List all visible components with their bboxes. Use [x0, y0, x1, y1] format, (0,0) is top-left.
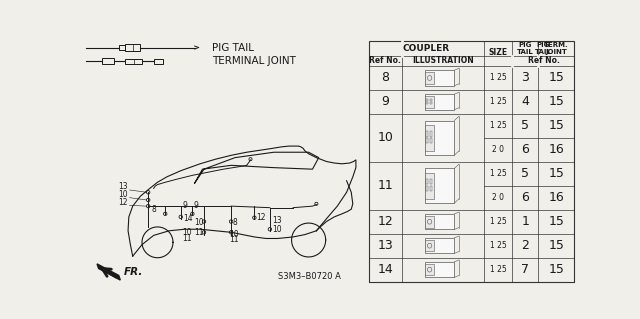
Bar — [425, 125, 434, 151]
Bar — [429, 179, 432, 184]
Text: 15: 15 — [548, 263, 564, 276]
Text: COUPLER: COUPLER — [403, 44, 450, 53]
Text: 10: 10 — [182, 228, 192, 237]
Text: 11: 11 — [182, 234, 192, 243]
Text: 11: 11 — [230, 235, 239, 244]
Text: 2: 2 — [522, 239, 529, 252]
Text: 1: 1 — [522, 215, 529, 228]
Text: 12: 12 — [256, 213, 266, 222]
Text: 14: 14 — [378, 263, 393, 276]
Text: 15: 15 — [548, 71, 564, 85]
Bar — [425, 96, 434, 108]
Text: 9: 9 — [381, 95, 389, 108]
Bar — [425, 94, 454, 110]
Bar — [425, 173, 434, 199]
Text: 7: 7 — [521, 263, 529, 276]
Text: 15: 15 — [548, 215, 564, 228]
Text: SIZE: SIZE — [488, 48, 508, 57]
Text: 3: 3 — [522, 71, 529, 85]
Text: S3M3–B0720 A: S3M3–B0720 A — [278, 272, 340, 281]
Bar — [425, 262, 454, 277]
Text: ILLUSTRATION: ILLUSTRATION — [412, 56, 474, 65]
Text: 4: 4 — [522, 95, 529, 108]
Bar — [425, 72, 434, 84]
Text: PIG
TAIL: PIG TAIL — [535, 42, 552, 55]
Bar — [425, 240, 434, 251]
Text: 15: 15 — [548, 167, 564, 180]
Bar — [429, 102, 432, 104]
Bar — [429, 131, 432, 137]
Text: 1 25: 1 25 — [490, 169, 506, 178]
Bar — [154, 59, 163, 64]
Bar — [426, 102, 428, 104]
Text: TERMINAL JOINT: TERMINAL JOINT — [212, 56, 296, 66]
Bar — [425, 238, 454, 253]
Text: 6: 6 — [522, 191, 529, 204]
Bar — [369, 41, 575, 282]
Bar — [425, 216, 434, 227]
Text: FR.: FR. — [124, 267, 143, 278]
Bar — [426, 138, 428, 143]
Text: 9: 9 — [182, 201, 187, 210]
Bar — [425, 168, 454, 203]
Bar — [426, 99, 428, 101]
Text: 8: 8 — [233, 218, 237, 226]
Text: 15: 15 — [548, 119, 564, 132]
Text: 2 0: 2 0 — [492, 193, 504, 202]
Text: 9: 9 — [194, 201, 199, 210]
Bar — [426, 179, 428, 184]
Bar — [426, 131, 428, 137]
Text: 12: 12 — [118, 197, 128, 207]
Text: 13: 13 — [118, 182, 128, 191]
Bar — [125, 59, 142, 64]
Text: 10: 10 — [272, 225, 282, 234]
Bar — [425, 264, 434, 275]
Text: PIG TAIL: PIG TAIL — [212, 42, 253, 53]
Text: Ref No.: Ref No. — [527, 56, 559, 65]
Bar — [425, 214, 454, 229]
Text: 1 25: 1 25 — [490, 97, 506, 107]
Text: 1 25: 1 25 — [490, 122, 506, 130]
Bar — [429, 186, 432, 191]
Text: 15: 15 — [548, 239, 564, 252]
Text: 10: 10 — [194, 218, 204, 226]
Bar — [125, 44, 140, 51]
Text: 13: 13 — [272, 216, 282, 225]
Text: 11: 11 — [378, 179, 393, 192]
Text: 5: 5 — [521, 119, 529, 132]
Text: 1 25: 1 25 — [490, 73, 506, 83]
Text: 1 25: 1 25 — [490, 217, 506, 226]
Text: 10: 10 — [118, 190, 128, 199]
Text: 12: 12 — [378, 215, 393, 228]
Text: 15: 15 — [548, 95, 564, 108]
Text: 13: 13 — [378, 239, 393, 252]
Bar — [426, 186, 428, 191]
Text: 5: 5 — [521, 167, 529, 180]
Text: TERM.
JOINT: TERM. JOINT — [544, 42, 568, 55]
Text: 2 0: 2 0 — [492, 145, 504, 154]
Text: Ref No.: Ref No. — [369, 56, 401, 65]
Bar — [429, 99, 432, 101]
Polygon shape — [97, 264, 120, 280]
Text: 1 25: 1 25 — [490, 265, 506, 274]
Text: 14: 14 — [183, 214, 193, 223]
Text: 11: 11 — [194, 228, 204, 237]
Bar — [425, 121, 454, 155]
Text: 6: 6 — [522, 143, 529, 156]
Text: 8: 8 — [151, 204, 156, 213]
Bar — [429, 138, 432, 143]
Text: 10: 10 — [230, 230, 239, 239]
Text: 8: 8 — [381, 71, 389, 85]
Bar — [102, 58, 114, 64]
Text: 16: 16 — [548, 143, 564, 156]
Text: PIG
TAIL: PIG TAIL — [517, 42, 534, 55]
Bar — [425, 70, 454, 86]
Text: 10: 10 — [378, 131, 394, 145]
Text: 16: 16 — [548, 191, 564, 204]
Bar — [119, 45, 125, 50]
Text: 1 25: 1 25 — [490, 241, 506, 250]
